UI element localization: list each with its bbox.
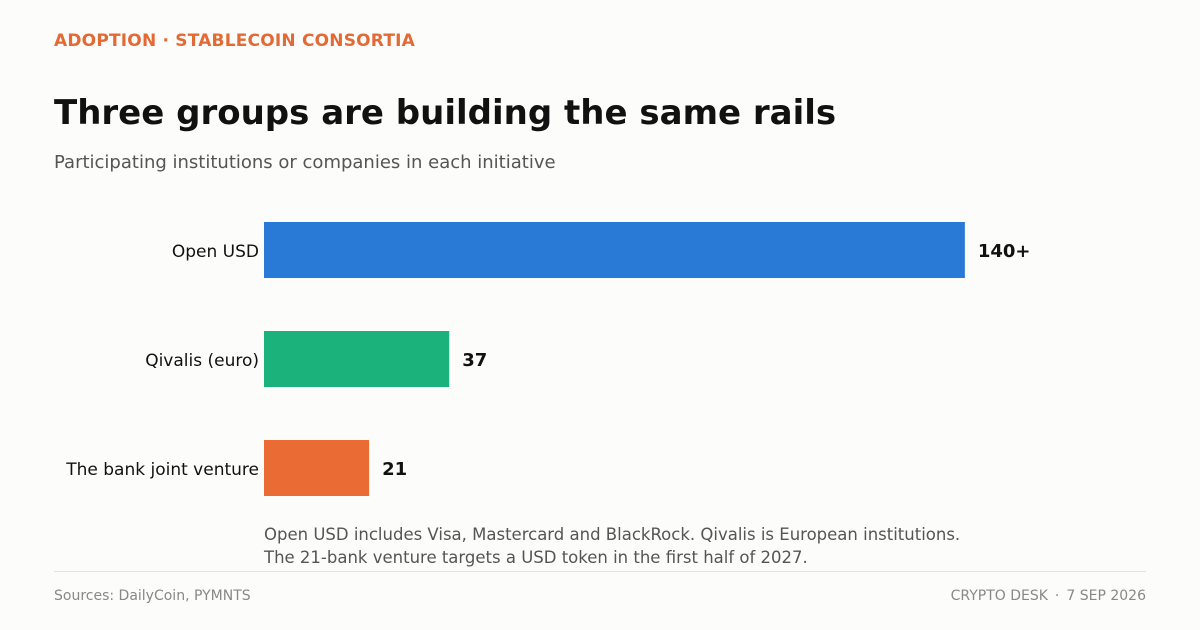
chart-kicker: ADOPTION · STABLECOIN CONSORTIA bbox=[54, 31, 416, 51]
footer-sources: Sources: DailyCoin, PYMNTS bbox=[54, 588, 251, 604]
chart-subtitle: Participating institutions or companies … bbox=[54, 152, 556, 173]
category-label: The bank joint venture bbox=[65, 460, 259, 480]
bar-value-label: 21 bbox=[382, 459, 407, 480]
footer-credit: CRYPTO DESK · 7 SEP 2026 bbox=[951, 588, 1146, 604]
chart-note-line-1: Open USD includes Visa, Mastercard and B… bbox=[264, 525, 961, 544]
footer-publisher: CRYPTO DESK bbox=[950, 588, 1048, 604]
bar-value-label: 37 bbox=[462, 350, 487, 371]
chart-title: Three groups are building the same rails bbox=[54, 93, 837, 133]
chart-note-line-2: The 21-bank venture targets a USD token … bbox=[264, 548, 808, 567]
footer-divider bbox=[54, 571, 1146, 572]
bar bbox=[264, 331, 450, 387]
bar-chart: Open USD 140+ Qivalis (euro) 37 The bank joi… bbox=[65, 222, 1031, 496]
footer-date: 7 SEP 2026 bbox=[1066, 588, 1146, 604]
bar bbox=[264, 222, 965, 278]
bar-value-label: 140+ bbox=[978, 241, 1031, 262]
category-label: Open USD bbox=[172, 242, 259, 262]
category-label: Qivalis (euro) bbox=[145, 351, 259, 371]
footer-separator: · bbox=[1054, 588, 1060, 604]
bar bbox=[264, 440, 370, 496]
chart-note: Open USD includes Visa, Mastercard and B… bbox=[264, 523, 960, 569]
